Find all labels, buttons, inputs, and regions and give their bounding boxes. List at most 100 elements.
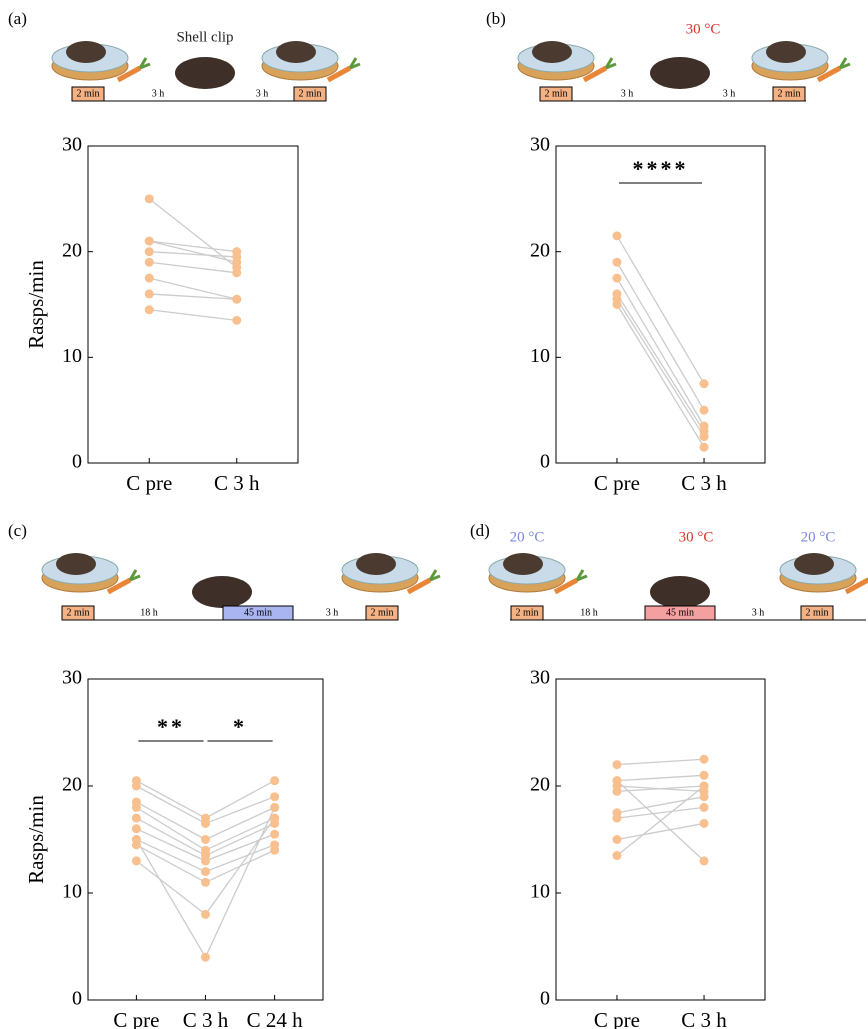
subject-line: [617, 305, 704, 448]
snail-icon: [356, 553, 396, 575]
carrot-leaf: [350, 58, 360, 68]
subject-line: [617, 781, 704, 861]
snail-icon: [650, 576, 710, 608]
x-tick-label: C pre: [594, 1008, 640, 1029]
timeline-label: 3 h: [326, 607, 339, 618]
data-point: [612, 776, 621, 785]
subject-line: [617, 807, 704, 818]
y-tick-label: 10: [62, 345, 82, 367]
data-point: [132, 856, 141, 865]
y-tick-label: 0: [72, 988, 82, 1010]
timeline-label: 3 h: [723, 88, 736, 99]
x-tick-label: C 3 h: [214, 471, 260, 495]
data-point: [270, 830, 279, 839]
snail-icon: [532, 41, 572, 63]
data-point: [132, 824, 141, 833]
panel-label: (b): [486, 9, 506, 28]
data-point: [145, 194, 154, 203]
y-tick-label: 30: [530, 134, 550, 156]
data-point: [612, 760, 621, 769]
subject-line: [149, 241, 237, 252]
data-point: [612, 814, 621, 823]
data-point: [700, 406, 709, 415]
data-point: [232, 252, 241, 261]
data-point: [612, 300, 621, 309]
snail-icon: [794, 553, 834, 575]
subject-line: [149, 252, 237, 257]
y-tick-label: 30: [530, 667, 550, 689]
data-point: [232, 268, 241, 277]
carrot-leaf: [430, 570, 440, 580]
y-tick-label: 20: [530, 239, 550, 261]
data-point: [700, 755, 709, 764]
y-tick-label: 30: [62, 134, 82, 156]
plot-frame: [88, 146, 298, 463]
timeline-label: 2 min: [805, 607, 828, 618]
data-point: [700, 792, 709, 801]
timeline-label: 2 min: [370, 607, 393, 618]
data-point: [201, 819, 210, 828]
figure: (a)Shell clip2 min3 h3 h2 min0102030Rasp…: [0, 0, 868, 1029]
y-tick-label: 10: [530, 881, 550, 903]
subject-line: [617, 278, 704, 426]
data-point: [201, 867, 210, 876]
data-point: [232, 316, 241, 325]
panel-label: (d): [470, 521, 490, 540]
carrot-leaf: [140, 58, 150, 68]
data-point: [232, 295, 241, 304]
y-tick-label: 10: [530, 345, 550, 367]
x-tick-label: C 3 h: [681, 1008, 727, 1029]
carrot-leaf: [840, 58, 850, 68]
y-axis-label: Rasps/min: [24, 795, 48, 884]
panel-label: (c): [8, 521, 27, 540]
subject-line: [149, 199, 237, 268]
data-point: [145, 305, 154, 314]
data-point: [700, 432, 709, 441]
data-point: [612, 835, 621, 844]
data-point: [612, 787, 621, 796]
timeline-label: 2 min: [298, 88, 321, 99]
snail-icon: [503, 553, 543, 575]
data-point: [270, 846, 279, 855]
x-tick-label: C pre: [594, 471, 640, 495]
snail-icon: [66, 41, 106, 63]
data-point: [201, 910, 210, 919]
data-point: [612, 258, 621, 267]
timeline-label: 18 h: [140, 607, 158, 618]
subject-line: [149, 310, 237, 321]
plot-frame: [556, 679, 765, 1000]
data-point: [201, 856, 210, 865]
y-tick-label: 10: [62, 881, 82, 903]
snail-icon: [175, 57, 235, 89]
data-point: [700, 803, 709, 812]
subject-line: [136, 781, 274, 818]
data-point: [145, 258, 154, 267]
schematic-label: 20 °C: [801, 529, 836, 545]
data-point: [700, 771, 709, 780]
subject-line: [149, 241, 237, 262]
subject-line: [617, 299, 704, 436]
carrot-leaf: [130, 570, 140, 580]
data-point: [145, 289, 154, 298]
data-point: [270, 803, 279, 812]
x-tick-label: C 3 h: [183, 1008, 229, 1029]
timeline-label: 2 min: [777, 88, 800, 99]
y-tick-label: 30: [62, 667, 82, 689]
data-point: [700, 443, 709, 452]
data-point: [700, 856, 709, 865]
schematic-label: 30 °C: [686, 21, 721, 37]
schematic-label: 30 °C: [679, 529, 714, 545]
data-point: [201, 953, 210, 962]
snail-icon: [276, 41, 316, 63]
timeline-label: 3 h: [752, 607, 765, 618]
y-tick-label: 0: [540, 988, 550, 1010]
carrot-leaf: [606, 58, 616, 68]
timeline-label: 2 min: [76, 88, 99, 99]
snail-icon: [56, 553, 96, 575]
data-point: [612, 231, 621, 240]
data-point: [201, 878, 210, 887]
data-point: [201, 835, 210, 844]
y-tick-label: 20: [62, 239, 82, 261]
timeline-label: 45 min: [666, 607, 694, 618]
data-point: [132, 782, 141, 791]
